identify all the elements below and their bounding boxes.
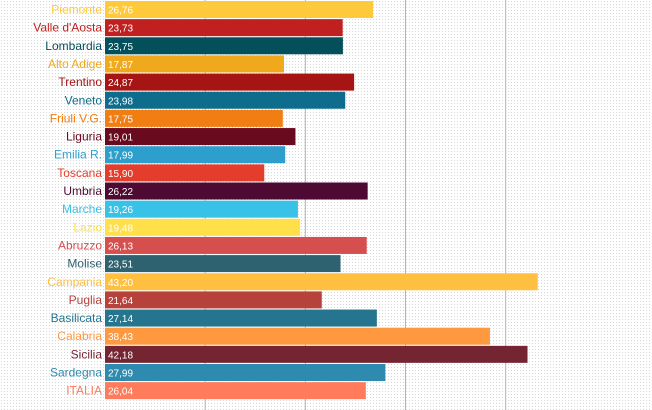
data-label: 21,64 [108,296,133,307]
category-label: Toscana [57,166,102,180]
bar [105,291,322,309]
category-label: Alto Adige [48,57,102,71]
category-label: Calabria [57,329,102,343]
bar [105,309,377,327]
bar [105,1,374,18]
category-label: Marche [62,202,102,216]
data-label: 24,87 [108,78,133,89]
data-label: 42,18 [108,350,133,361]
bar [105,109,283,127]
category-label: Molise [67,257,102,271]
data-label: 23,75 [108,42,133,53]
bar [105,327,490,345]
bar [105,273,538,291]
data-label: 15,90 [108,169,133,180]
category-label: Puglia [69,293,103,307]
data-label: 26,76 [108,6,133,17]
category-label: Basilicata [51,311,103,325]
bar [105,236,367,254]
category-label: Lombardia [45,39,102,53]
bar [105,255,341,273]
category-label: Campania [47,275,102,289]
data-label: 23,51 [108,260,133,271]
bar [105,200,298,218]
data-label: 26,04 [108,387,133,398]
data-label: 17,99 [108,151,133,162]
category-label: Veneto [65,93,103,107]
data-label: 17,87 [108,60,133,71]
data-label: 26,22 [108,187,133,198]
data-label: 19,48 [108,223,133,234]
bar [105,37,343,55]
bar [105,55,285,73]
bar [105,73,355,91]
bar [105,128,296,146]
bar [105,345,528,363]
category-label: Friuli V.G. [50,111,102,125]
bar [105,218,301,236]
category-label: Emilia R. [54,148,102,162]
category-label: Sardegna [50,366,102,380]
bar [105,382,366,400]
data-label: 19,01 [108,133,133,144]
data-label: 43,20 [108,278,133,289]
category-label: Sicilia [71,347,103,361]
category-label: Piemonte [51,3,102,17]
category-label: ITALIA [66,384,102,398]
data-label: 38,43 [108,332,133,343]
category-label: Lazio [73,220,102,234]
category-label: Trentino [58,75,102,89]
category-label: Umbria [63,184,102,198]
category-label: Valle d'Aosta [33,21,102,35]
category-label: Liguria [66,130,102,144]
category-label: Abruzzo [58,238,102,252]
bar [105,19,343,37]
data-label: 19,26 [108,205,133,216]
bar [105,364,386,381]
data-label: 27,14 [108,314,133,325]
data-label: 23,73 [108,24,133,35]
bar [105,91,346,109]
data-label: 17,75 [108,114,133,125]
data-label: 27,99 [108,369,133,380]
data-label: 26,13 [108,241,133,252]
bar [105,146,286,164]
bar [105,164,265,182]
data-label: 23,98 [108,96,133,107]
bar [105,182,368,200]
